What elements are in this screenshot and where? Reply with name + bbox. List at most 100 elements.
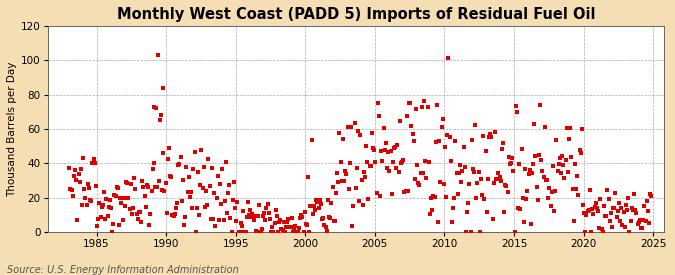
Point	[129, 176, 140, 180]
Point	[171, 201, 182, 205]
Point	[282, 220, 293, 225]
Point	[65, 187, 76, 191]
Point	[118, 196, 129, 200]
Point	[148, 161, 159, 165]
Point	[147, 167, 158, 171]
Point	[321, 229, 332, 233]
Point	[113, 223, 124, 227]
Point	[434, 139, 445, 144]
Point	[308, 204, 319, 208]
Point	[226, 230, 237, 234]
Point	[384, 169, 395, 173]
Point	[304, 230, 315, 234]
Point	[394, 169, 404, 174]
Point	[628, 208, 639, 212]
Point	[365, 164, 376, 168]
Point	[207, 166, 217, 170]
Point	[192, 205, 202, 210]
Point	[176, 155, 186, 160]
Point	[178, 177, 188, 182]
Point	[86, 199, 97, 203]
Point	[92, 224, 103, 229]
Point	[477, 193, 487, 197]
Point	[433, 220, 443, 224]
Point	[520, 167, 531, 171]
Point	[554, 156, 565, 160]
Point	[85, 198, 96, 202]
Point	[560, 158, 571, 162]
Point	[168, 214, 179, 218]
Point	[198, 165, 209, 170]
Point	[310, 208, 321, 213]
Point	[289, 226, 300, 230]
Point	[329, 219, 340, 223]
Point	[344, 187, 354, 191]
Point	[568, 219, 579, 224]
Point	[181, 165, 192, 169]
Point	[300, 221, 311, 226]
Point	[428, 194, 439, 199]
Point	[398, 158, 408, 162]
Point	[483, 177, 493, 182]
Point	[463, 201, 474, 205]
Point	[283, 217, 294, 221]
Point	[132, 216, 143, 221]
Point	[295, 216, 306, 220]
Point	[274, 220, 285, 224]
Point	[460, 230, 471, 234]
Point	[134, 210, 144, 214]
Point	[260, 218, 271, 222]
Point	[192, 170, 203, 174]
Point	[595, 196, 606, 201]
Point	[585, 188, 595, 192]
Point	[338, 137, 348, 141]
Point	[423, 160, 434, 164]
Point	[205, 217, 216, 221]
Point	[437, 117, 448, 121]
Point	[452, 192, 463, 197]
Point	[599, 213, 610, 218]
Point	[197, 186, 208, 190]
Point	[328, 218, 339, 223]
Point	[203, 156, 214, 161]
Point	[456, 180, 466, 184]
Point	[142, 183, 153, 187]
Point	[406, 123, 416, 128]
Point	[231, 219, 242, 224]
Point	[448, 206, 458, 210]
Point	[413, 181, 424, 185]
Point	[391, 166, 402, 170]
Point	[130, 187, 141, 191]
Point	[373, 114, 384, 119]
Point	[176, 199, 187, 203]
Point	[150, 185, 161, 189]
Point	[435, 180, 446, 184]
Point	[610, 190, 621, 195]
Point	[504, 155, 514, 160]
Point	[385, 149, 396, 154]
Point	[429, 195, 440, 200]
Point	[641, 199, 652, 203]
Point	[458, 144, 469, 149]
Point	[232, 200, 243, 204]
Point	[126, 211, 137, 216]
Point	[533, 198, 543, 202]
Point	[73, 172, 84, 177]
Point	[620, 224, 630, 229]
Point	[319, 222, 330, 227]
Point	[632, 222, 643, 226]
Point	[383, 150, 394, 154]
Point	[355, 133, 366, 137]
Point	[144, 223, 155, 227]
Point	[155, 113, 166, 117]
Point	[404, 101, 414, 106]
Point	[123, 196, 134, 200]
Point	[578, 202, 589, 207]
Point	[331, 191, 342, 196]
Point	[631, 211, 642, 215]
Point	[486, 135, 497, 139]
Point	[639, 204, 650, 208]
Point	[221, 160, 232, 164]
Point	[375, 194, 385, 198]
Point	[481, 209, 492, 214]
